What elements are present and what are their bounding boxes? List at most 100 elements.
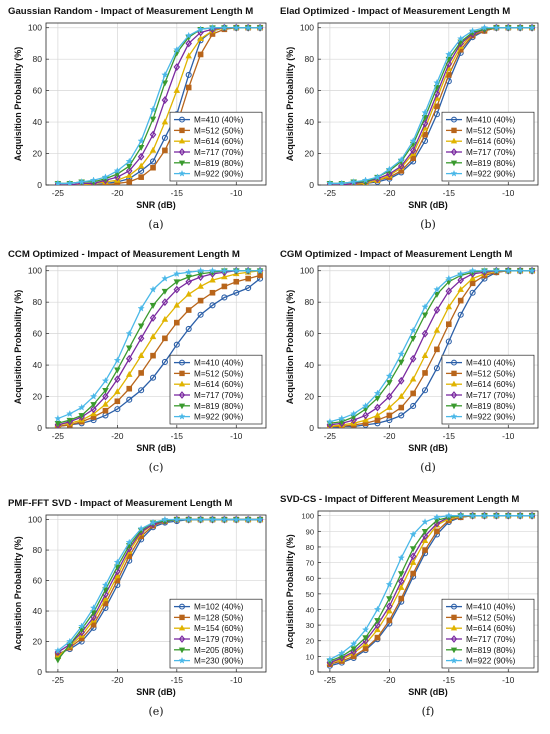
data-point (421, 518, 429, 526)
legend-marker (179, 614, 185, 621)
data-point (256, 266, 264, 274)
x-tick-label: -15 (171, 675, 184, 685)
data-point (421, 108, 429, 116)
data-point (433, 365, 440, 372)
legend-label: M=717 (70%) (466, 391, 516, 400)
axes-frame (45, 22, 267, 186)
data-point (409, 558, 417, 565)
data-point (101, 173, 110, 181)
data-point (149, 285, 157, 293)
data-point (137, 323, 145, 330)
legend-marker (178, 647, 186, 654)
x-tick-label: -15 (443, 675, 456, 685)
legend-marker (179, 116, 185, 123)
legend-marker (178, 403, 186, 410)
data-point (173, 63, 181, 71)
y-tick-label: 40 (33, 117, 43, 127)
legend-marker (451, 116, 457, 123)
data-point (125, 166, 133, 175)
legend-label: M=410 (40%) (466, 359, 516, 368)
data-point (434, 346, 440, 353)
y-axis-label: Acquisition Probability (%) (13, 536, 23, 651)
data-point (433, 285, 441, 293)
y-tick-label: 60 (33, 86, 43, 96)
data-point (161, 118, 169, 125)
data-point (232, 23, 240, 31)
data-point (433, 326, 441, 333)
data-point (125, 163, 133, 170)
data-point (197, 297, 204, 304)
data-point (185, 84, 192, 91)
data-point (220, 515, 229, 523)
y-tick-label: 40 (305, 117, 315, 127)
data-point (114, 388, 121, 395)
data-point (66, 410, 74, 417)
legend-marker (450, 412, 458, 420)
data-point (410, 570, 416, 577)
legend-label: M=410 (40%) (466, 116, 516, 125)
data-point (197, 51, 204, 58)
data-point (374, 403, 381, 412)
series-layer (54, 515, 264, 664)
axes-frame (317, 265, 539, 429)
y-tick-label: 40 (33, 606, 43, 616)
data-point (173, 45, 181, 53)
data-point (398, 412, 405, 419)
data-point (385, 580, 393, 588)
data-point (90, 405, 97, 414)
axes-frame (317, 510, 539, 673)
legend-label: M=154 (60%) (194, 624, 244, 633)
data-point (137, 352, 145, 358)
data-point (516, 23, 524, 31)
data-point (445, 303, 453, 310)
data-point (197, 311, 204, 318)
data-point (137, 162, 145, 169)
data-point (457, 276, 464, 285)
data-point (445, 338, 452, 345)
data-point (233, 278, 240, 285)
data-point (385, 372, 393, 380)
data-point (386, 617, 393, 624)
data-point (421, 352, 429, 358)
data-point (397, 162, 405, 171)
legend-marker (450, 137, 458, 144)
data-point (90, 610, 97, 617)
data-point (149, 333, 157, 340)
x-tick-label: -10 (502, 675, 515, 685)
data-point (125, 157, 133, 165)
data-point (220, 266, 229, 274)
data-point (326, 655, 334, 663)
legend-marker (178, 412, 186, 420)
legend-label: M=410 (40%) (194, 359, 244, 368)
data-point (373, 173, 382, 181)
legend-label: M=614 (60%) (466, 137, 516, 146)
y-tick-label: 80 (305, 297, 315, 307)
data-point (125, 538, 133, 546)
data-point (338, 649, 346, 657)
chart-panel: -25 -20 -15 -10 0 20 40 60 80 100 Elad Optimized -… (280, 6, 539, 231)
data-point (469, 289, 476, 296)
data-point (138, 370, 144, 376)
x-tick-label: -15 (171, 188, 184, 198)
data-point (433, 111, 440, 118)
data-point (256, 515, 264, 523)
legend-box (169, 111, 263, 182)
x-tick-label: -20 (383, 431, 396, 441)
data-point (149, 130, 157, 139)
chart-title: CCM Optimized - Impact of Measurement Le… (8, 249, 240, 260)
data-point (422, 370, 428, 376)
x-axis-label: SNR (dB) (136, 200, 176, 210)
data-point (54, 657, 62, 664)
y-tick-label: 60 (305, 329, 315, 339)
legend-marker (178, 148, 186, 156)
data-point (54, 414, 62, 422)
data-point (196, 25, 205, 33)
chart-title: Gaussian Random - Impact of Measurement … (8, 6, 253, 17)
data-point (409, 546, 417, 553)
data-point (457, 511, 465, 519)
data-point (457, 297, 464, 304)
data-point (386, 403, 393, 410)
data-point (137, 152, 145, 161)
data-point (492, 266, 501, 274)
chart-panel: -25 -20 -15 -10 0 20 40 60 80 100 PMF-FFT SVD - Im… (8, 498, 267, 718)
